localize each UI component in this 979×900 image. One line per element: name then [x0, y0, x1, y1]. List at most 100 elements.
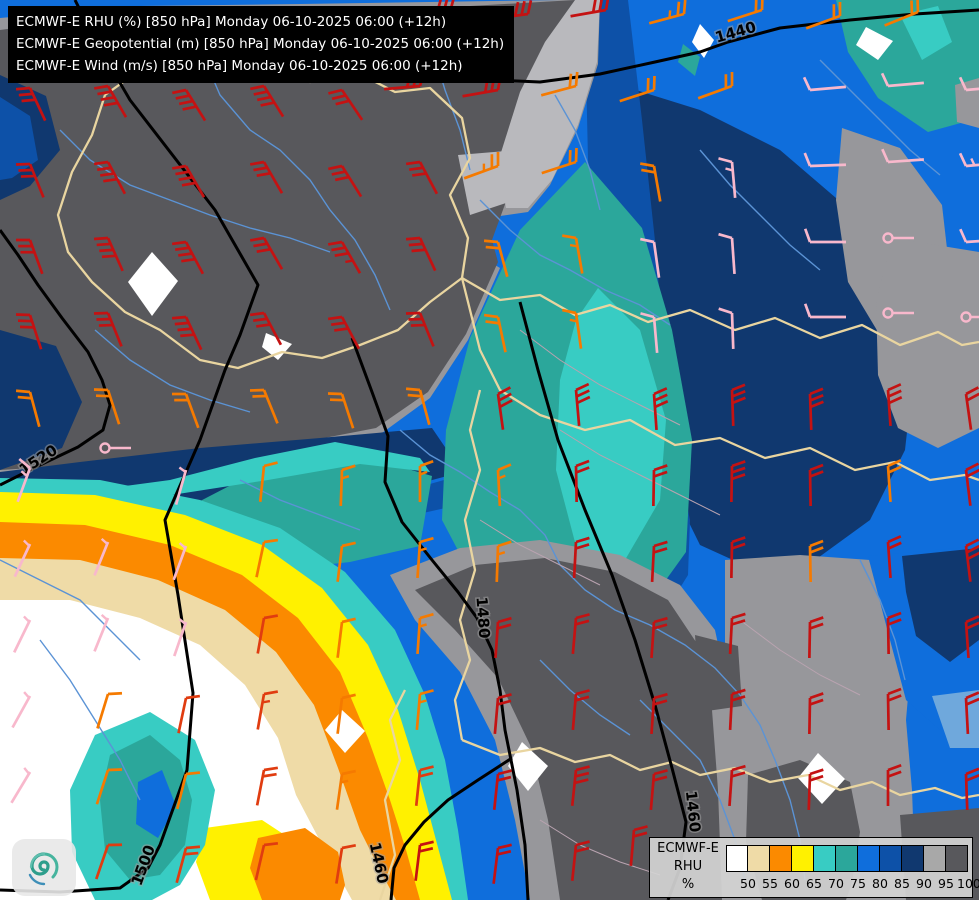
admin-boundary-line: [559, 429, 721, 516]
wind-barb: [805, 2, 842, 30]
wind-barb: [414, 765, 434, 806]
legend-unit-label: %: [681, 877, 695, 892]
wind-barb: [249, 388, 279, 424]
legend-value: 50: [740, 876, 756, 891]
legend-swatch: [858, 845, 880, 872]
wind-barb: [540, 71, 579, 97]
legend-swatch: [770, 845, 792, 872]
wind-barb: [492, 769, 512, 810]
wind-barb: [175, 771, 201, 810]
wind-barb: [640, 312, 659, 353]
river-line: [539, 659, 631, 736]
wind-barb: [958, 76, 979, 92]
wind-barb: [172, 392, 200, 429]
wind-barb: [570, 0, 610, 18]
wind-barb: [649, 769, 668, 810]
wind-barb: [93, 84, 128, 118]
wind-barb: [808, 463, 824, 507]
wind-barb: [416, 612, 434, 655]
wind-barb: [172, 542, 188, 581]
wind-barb: [718, 232, 736, 275]
white-diamond-spot: [856, 27, 893, 60]
wind-barb: [803, 152, 847, 168]
wind-barb: [258, 461, 278, 502]
rh-region: [678, 44, 700, 76]
wind-barb: [808, 387, 824, 431]
wind-barb: [16, 457, 32, 503]
legend-swatch: [946, 845, 968, 872]
wind-barb: [171, 164, 206, 198]
legend-color-swatches: [726, 845, 968, 872]
wind-barb: [650, 540, 668, 583]
wind-barb: [881, 148, 925, 164]
wind-barb: [93, 388, 121, 425]
legend-param-label: RHU: [673, 859, 703, 874]
admin-boundary-line: [519, 329, 681, 426]
wind-barb: [405, 160, 439, 195]
wind-barb: [415, 689, 434, 730]
wind-barb: [959, 228, 979, 244]
wind-barb: [328, 164, 363, 198]
wind-barb: [95, 843, 123, 880]
wind-barb: [16, 238, 44, 275]
wind-barb: [493, 693, 512, 734]
country-border-line: [378, 689, 407, 900]
wind-barb: [175, 845, 201, 884]
wind-barb: [15, 389, 41, 428]
wind-barb: [255, 538, 279, 578]
wind-barb: [884, 0, 920, 27]
wind-barb: [15, 313, 43, 350]
wind-barb: [619, 75, 656, 103]
rh-region: [902, 548, 979, 662]
white-diamond-spot: [128, 252, 178, 316]
wind-barb: [15, 162, 45, 198]
wind-barb: [572, 536, 590, 579]
wind-barb: [93, 613, 110, 652]
wind-barb: [730, 460, 746, 503]
wind-barb: [574, 382, 591, 426]
wind-barb: [571, 613, 590, 654]
wind-barb: [416, 536, 434, 579]
legend-title: ECMWF-E RHU %: [650, 840, 726, 894]
wind-barb: [10, 767, 32, 804]
wind-barb: [463, 152, 500, 180]
river-line: [554, 94, 601, 211]
wind-barb: [803, 228, 846, 244]
wind-barb: [964, 386, 979, 430]
wind-barb: [718, 307, 735, 350]
white-diamond-spot: [262, 333, 292, 360]
wind-barb: [492, 843, 512, 884]
rh-region: [876, 238, 979, 448]
wind-barb: [650, 616, 668, 659]
white-diamond-spot: [325, 710, 365, 753]
wind-barb: [336, 541, 356, 582]
legend-swatch: [924, 845, 946, 872]
wind-barb: [561, 234, 584, 274]
wind-barb: [405, 311, 435, 347]
wind-barb: [807, 768, 824, 811]
white-diamond-spot: [798, 753, 845, 804]
title-line-rhu: ECMWF-E RHU (%) [850 hPa] Monday 06-10-2…: [16, 14, 447, 30]
wind-barb: [405, 387, 431, 426]
wind-barb: [15, 86, 47, 122]
wind-barb: [648, 0, 687, 25]
wind-barb: [405, 236, 437, 272]
legend-swatch: [836, 845, 858, 872]
rh-region: [498, 0, 600, 208]
legend-value: 100: [957, 876, 979, 891]
wind-barb: [808, 616, 824, 659]
wind-barb: [336, 617, 356, 658]
contour-label: 1480: [473, 596, 494, 639]
wind-barb: [483, 313, 507, 353]
wind-barb: [964, 691, 979, 735]
river-line: [699, 149, 821, 271]
rh-region: [955, 78, 979, 128]
wind-barb: [880, 72, 924, 88]
legend-value: 55: [762, 876, 778, 891]
wind-barb: [95, 768, 123, 805]
wind-barb: [730, 536, 746, 579]
rh-region: [0, 330, 82, 470]
wind-barb: [93, 311, 123, 347]
wind-barb: [171, 240, 205, 275]
